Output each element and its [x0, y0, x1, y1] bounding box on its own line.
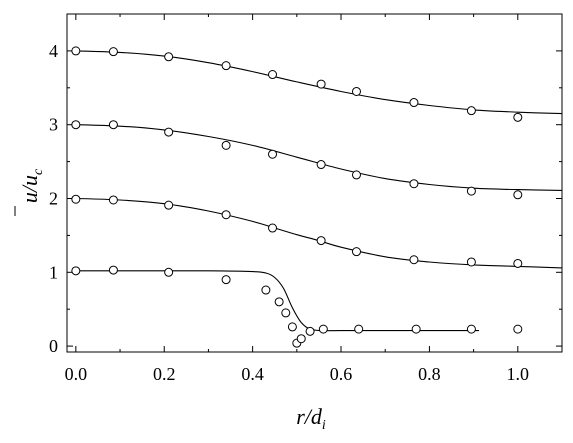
data-point-2: [71, 194, 81, 204]
y-tick-label: 2: [49, 188, 58, 208]
data-point-1: [513, 324, 523, 334]
data-point-2: [466, 257, 476, 267]
x-tick-label: 0.4: [241, 364, 264, 384]
y-axis-label: u/uc: [14, 168, 46, 216]
x-tick-label: 0.2: [153, 364, 176, 384]
data-point-1: [466, 324, 476, 334]
data-point-3: [513, 190, 523, 200]
fit-curves: [75, 50, 563, 332]
data-point-1: [71, 266, 81, 276]
data-point-3: [71, 120, 81, 130]
data-point-1: [411, 324, 421, 334]
data-point-1: [108, 265, 118, 275]
data-point-4: [513, 112, 523, 122]
x-tick-label: 1.0: [507, 364, 530, 384]
y-tick-label: 1: [49, 262, 58, 282]
data-point-1: [287, 322, 297, 332]
data-point-4: [164, 52, 174, 62]
data-point-3: [466, 186, 476, 196]
data-point-2: [268, 223, 278, 233]
data-point-4: [351, 86, 361, 96]
x-tick-label: 0.8: [418, 364, 441, 384]
x-tick-label: 0.0: [65, 364, 88, 384]
data-point-1: [221, 275, 231, 285]
data-point-3: [221, 140, 231, 150]
data-point-4: [108, 47, 118, 57]
data-point-3: [351, 170, 361, 180]
data-point-2: [164, 200, 174, 210]
tick-labels: 0.0 0.2 0.4 0.6 0.8 1.0 0 1 2 3 4: [49, 41, 529, 384]
fit-curve-3: [75, 124, 563, 191]
data-point-4: [466, 106, 476, 116]
plot-frame: [66, 13, 563, 353]
data-point-1: [281, 308, 291, 318]
y-tick-label: 4: [49, 41, 58, 61]
data-point-1: [318, 324, 328, 334]
data-point-2: [513, 258, 523, 268]
data-point-3: [108, 120, 118, 130]
x-tick-label: 0.6: [330, 364, 353, 384]
x-axis-label: r/di: [296, 404, 326, 433]
data-point-2: [108, 195, 118, 205]
data-point-1: [296, 334, 306, 344]
fit-curve-2: [75, 197, 563, 269]
data-point-2: [316, 236, 326, 246]
ticks: [67, 14, 563, 352]
y-tick-label: 3: [49, 115, 58, 135]
data-point-4: [409, 98, 419, 108]
data-point-1: [305, 326, 315, 336]
data-point-2: [351, 247, 361, 257]
data-point-1: [261, 285, 271, 295]
data-point-3: [409, 179, 419, 189]
data-markers: [71, 46, 523, 348]
data-point-4: [316, 79, 326, 89]
data-point-4: [71, 46, 81, 56]
y-tick-label: 0: [49, 336, 58, 356]
data-point-1: [274, 297, 284, 307]
data-point-1: [354, 324, 364, 334]
data-point-2: [409, 255, 419, 265]
fit-curve-1: [75, 270, 480, 332]
svg-text:u/uc: u/uc: [17, 168, 46, 203]
data-point-1: [164, 267, 174, 277]
data-point-4: [221, 61, 231, 71]
data-point-2: [221, 210, 231, 220]
data-point-4: [268, 70, 278, 80]
data-point-3: [316, 160, 326, 170]
data-point-3: [164, 127, 174, 137]
data-point-3: [268, 149, 278, 159]
